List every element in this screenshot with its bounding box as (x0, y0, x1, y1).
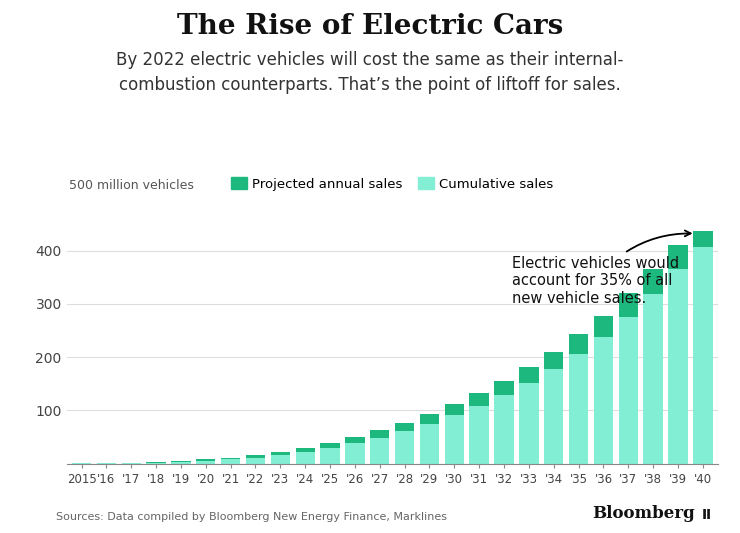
Bar (445, 415, 464, 464)
Bar (693, 247, 713, 464)
Text: Bloomberg: Bloomberg (592, 505, 695, 522)
Bar (519, 367, 539, 383)
Bar (196, 459, 215, 461)
Bar (196, 461, 215, 464)
Bar (370, 438, 389, 464)
Bar (569, 354, 588, 464)
Text: By 2022 electric vehicles will cost the same as their internal-
combustion count: By 2022 electric vehicles will cost the … (116, 51, 624, 94)
Bar (395, 423, 414, 431)
Bar (619, 317, 638, 464)
Bar (544, 352, 563, 369)
Text: The Rise of Electric Cars: The Rise of Electric Cars (177, 13, 563, 41)
Bar (469, 393, 489, 406)
Bar (295, 452, 315, 464)
Bar (644, 294, 663, 464)
Bar (320, 448, 340, 464)
Bar (494, 381, 514, 395)
Bar (246, 455, 265, 457)
Bar (445, 404, 464, 415)
Bar (171, 461, 191, 462)
Bar (519, 383, 539, 464)
Bar (395, 431, 414, 464)
Bar (420, 424, 439, 464)
Bar (221, 457, 240, 459)
Bar (246, 457, 265, 464)
Text: Ⅱ: Ⅱ (702, 508, 711, 522)
Bar (569, 335, 588, 354)
Bar (544, 369, 563, 464)
Bar (121, 463, 141, 464)
Bar (593, 337, 613, 464)
Bar (320, 443, 340, 448)
Bar (644, 269, 663, 294)
Text: Electric vehicles would
account for 35% of all
new vehicle sales.: Electric vehicles would account for 35% … (511, 230, 690, 305)
Bar (147, 463, 166, 464)
Bar (171, 462, 191, 464)
Bar (469, 406, 489, 464)
Bar (494, 395, 514, 464)
Text: 500 million vehicles: 500 million vehicles (69, 179, 194, 192)
Bar (295, 448, 315, 452)
Bar (668, 245, 687, 269)
Bar (271, 452, 290, 455)
Text: Sources: Data compiled by Bloomberg New Energy Finance, Marklines: Sources: Data compiled by Bloomberg New … (56, 512, 447, 522)
Bar (668, 269, 687, 464)
Bar (619, 293, 638, 317)
Bar (147, 462, 166, 463)
Bar (221, 459, 240, 464)
Bar (370, 431, 389, 438)
Bar (593, 316, 613, 337)
Bar (271, 455, 290, 464)
Legend: Projected annual sales, Cumulative sales: Projected annual sales, Cumulative sales (231, 177, 554, 191)
Bar (346, 443, 365, 464)
Bar (346, 437, 365, 443)
Bar (693, 231, 713, 247)
Bar (420, 414, 439, 424)
